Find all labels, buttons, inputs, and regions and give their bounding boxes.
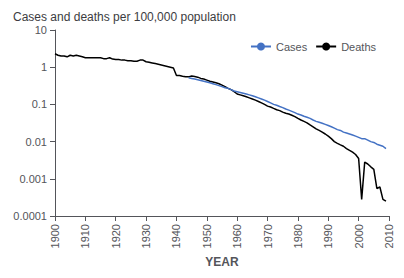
svg-text:1980: 1980: [292, 224, 304, 248]
svg-text:1: 1: [41, 61, 47, 73]
svg-text:0.001: 0.001: [19, 173, 47, 185]
svg-text:2000: 2000: [353, 224, 365, 248]
svg-text:1960: 1960: [231, 224, 243, 248]
svg-text:2010: 2010: [383, 224, 395, 248]
svg-text:1920: 1920: [110, 224, 122, 248]
svg-text:1990: 1990: [322, 224, 334, 248]
svg-text:Deaths: Deaths: [341, 41, 376, 53]
svg-text:1900: 1900: [49, 224, 61, 248]
svg-text:1970: 1970: [262, 224, 274, 248]
svg-text:0.1: 0.1: [32, 98, 47, 110]
svg-text:10: 10: [35, 24, 47, 36]
svg-text:1930: 1930: [140, 224, 152, 248]
svg-text:Cases: Cases: [276, 41, 308, 53]
svg-text:1910: 1910: [79, 224, 91, 248]
svg-text:YEAR: YEAR: [205, 255, 239, 269]
svg-text:1940: 1940: [170, 224, 182, 248]
svg-text:Cases and deaths per 100,000 p: Cases and deaths per 100,000 population: [13, 10, 236, 24]
svg-text:1950: 1950: [201, 224, 213, 248]
svg-text:0.0001: 0.0001: [13, 210, 47, 222]
svg-text:0.01: 0.01: [26, 136, 47, 148]
